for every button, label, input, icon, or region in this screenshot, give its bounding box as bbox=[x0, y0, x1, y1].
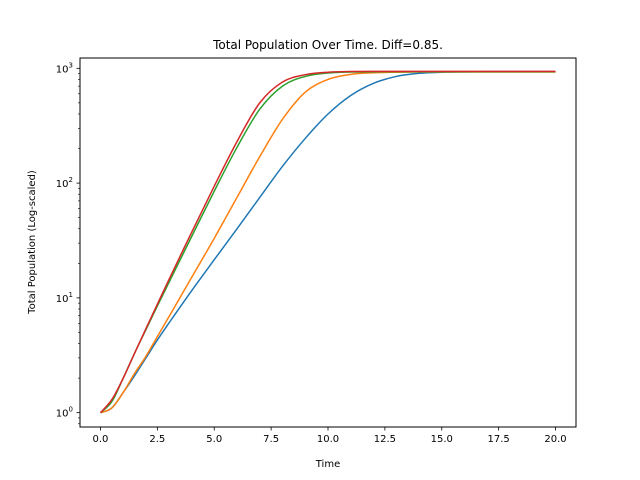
x-tick-label: 0.0 bbox=[93, 434, 109, 445]
x-tick-label: 5.0 bbox=[206, 434, 222, 445]
x-tick-label: 12.5 bbox=[374, 434, 396, 445]
y-tick-label: 100 bbox=[56, 406, 73, 420]
x-tick-label: 7.5 bbox=[263, 434, 279, 445]
y-tick-label: 101 bbox=[56, 291, 73, 305]
y-tick-label: 102 bbox=[56, 176, 73, 190]
y-axis: 100 101 102 103 bbox=[56, 61, 80, 425]
y-tick-label: 103 bbox=[56, 61, 73, 75]
x-tick-label: 15.0 bbox=[431, 434, 453, 445]
x-tick-label: 10.0 bbox=[317, 434, 339, 445]
x-axis-label: Time bbox=[315, 459, 340, 470]
x-axis: 0.0 2.5 5.0 7.5 10.0 12.5 15.0 17.5 20.0 bbox=[93, 427, 567, 445]
y-axis-label: Total Population (Log-scaled) bbox=[27, 170, 38, 315]
x-tick-label: 20.0 bbox=[544, 434, 566, 445]
series-layer bbox=[99, 70, 556, 414]
plot-area bbox=[79, 57, 577, 428]
chart-title: Total Population Over Time. Diff=0.85. bbox=[212, 38, 443, 52]
x-tick-label: 17.5 bbox=[488, 434, 510, 445]
series-line-4 bbox=[99, 70, 556, 414]
x-tick-label: 2.5 bbox=[149, 434, 165, 445]
